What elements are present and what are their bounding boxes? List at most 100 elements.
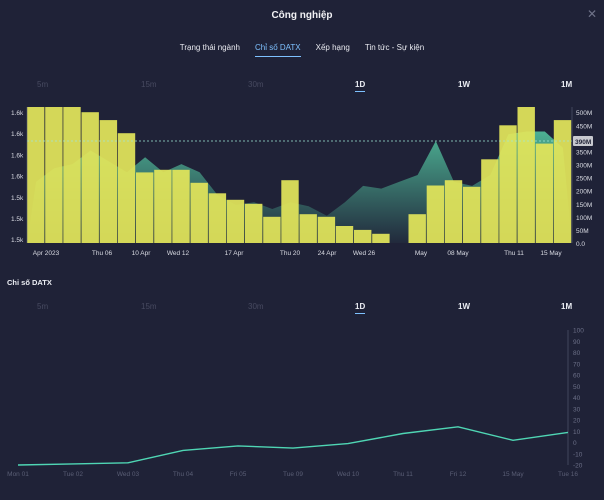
y-axis-tick: 70 [573, 361, 581, 368]
range-1d[interactable]: 1D [355, 80, 366, 92]
x-axis-tick: 17 Apr [225, 250, 245, 257]
range-1w[interactable]: 1W [458, 302, 470, 311]
right-axis-tick: 50M [576, 228, 589, 235]
volume-bar [481, 159, 499, 243]
right-axis-tick: 300M [576, 163, 592, 170]
x-axis-tick: Tue 02 [63, 471, 83, 478]
volume-bar [99, 120, 118, 243]
volume-bar [117, 133, 136, 243]
x-axis-tick: 08 May [447, 250, 469, 257]
x-axis-tick: Wed 26 [353, 250, 376, 257]
tab-trang-thai-nganh[interactable]: Trạng thái ngành [179, 43, 240, 52]
volume-bar [136, 172, 154, 243]
close-icon[interactable]: ✕ [586, 7, 598, 21]
y-axis-tick: 40 [573, 395, 581, 402]
tab-tin-tuc[interactable]: Tin tức - Sự kiện [364, 43, 425, 52]
x-axis-tick: Wed 10 [337, 471, 360, 478]
volume-bar [426, 185, 445, 243]
volume-bar [499, 125, 517, 243]
volume-bar [226, 199, 245, 243]
datx-line [17, 426, 569, 466]
x-axis-tick: Thu 20 [280, 250, 301, 257]
range-selector-bottom: 5m 15m 30m 1D 1W 1M [0, 302, 604, 314]
right-axis-tick: 350M [576, 150, 592, 157]
volume-bar [281, 180, 299, 243]
volume-bar [372, 233, 390, 243]
left-axis-tick: 1.6k [11, 131, 24, 138]
range-1m[interactable]: 1M [561, 80, 573, 89]
x-axis-tick: 15 May [502, 471, 524, 478]
volume-bar [190, 182, 208, 243]
volume-bar [553, 120, 572, 243]
x-axis-tick: Mon 01 [7, 471, 29, 478]
x-axis-tick: Wed 12 [167, 250, 190, 257]
volume-bar [263, 216, 281, 243]
volume-bar [208, 193, 227, 243]
range-selector-top: 5m 15m 30m 1D 1W 1M [0, 80, 604, 92]
y-axis-tick: 0 [573, 440, 577, 447]
x-axis-tick: Fri 12 [450, 471, 467, 478]
page-title: Công nghiệp [271, 10, 333, 21]
x-axis-tick: Wed 03 [117, 471, 140, 478]
y-axis-tick: 20 [573, 418, 581, 425]
volume-bar [245, 203, 263, 243]
x-axis-tick: Thu 04 [173, 471, 194, 478]
volume-bar [27, 107, 45, 243]
left-axis-tick: 1.6k [11, 110, 24, 117]
x-axis-tick: Thu 11 [393, 471, 413, 478]
y-axis-tick: -20 [573, 463, 583, 470]
volume-bar [463, 186, 481, 243]
range-5m[interactable]: 5m [37, 302, 49, 311]
current-value-tag [573, 136, 593, 146]
current-value-label: 390M [575, 139, 591, 146]
volume-bar [444, 180, 463, 243]
volume-bar [45, 107, 63, 243]
x-axis-tick: 10 Apr [132, 250, 152, 257]
y-axis-tick: 50 [573, 384, 581, 391]
left-axis-tick: 1.6k [11, 152, 24, 159]
x-axis-tick: Thu 11 [504, 250, 524, 257]
left-axis-tick: 1.5k [11, 216, 24, 223]
x-axis-tick: 15 May [540, 250, 562, 257]
right-axis-tick: 250M [576, 176, 592, 183]
y-axis-tick: 100 [573, 328, 584, 335]
y-axis-tick: 80 [573, 350, 581, 357]
right-axis-tick: 200M [576, 189, 592, 196]
x-axis-tick: May [415, 250, 428, 257]
range-30m[interactable]: 30m [248, 302, 264, 311]
range-5m[interactable]: 5m [37, 80, 49, 89]
y-axis-tick: -10 [573, 451, 583, 458]
right-axis-tick: 0.0 [576, 241, 585, 248]
range-1d[interactable]: 1D [355, 302, 366, 314]
volume-bar [535, 143, 554, 243]
right-axis-tick: 450M [576, 123, 592, 130]
range-1w[interactable]: 1W [458, 80, 470, 89]
range-15m[interactable]: 15m [141, 80, 157, 89]
tab-xep-hang[interactable]: Xếp hạng [315, 43, 350, 52]
left-axis-tick: 1.5k [11, 195, 24, 202]
volume-bar [354, 229, 372, 243]
x-axis-tick: 24 Apr [318, 250, 338, 257]
volume-bar [299, 214, 317, 243]
x-axis-tick: Tue 16 [558, 471, 578, 478]
volume-bar [81, 112, 99, 243]
range-15m[interactable]: 15m [141, 302, 157, 311]
volume-bar [335, 226, 354, 243]
range-1m[interactable]: 1M [561, 302, 573, 311]
volume-price-chart[interactable]: 500M450M400M350M300M250M200M150M100M50M0… [0, 95, 604, 265]
y-axis-tick: 60 [573, 373, 581, 380]
x-axis-tick: Thu 06 [92, 250, 113, 257]
tab-bar: Trạng thái ngành Chỉ số DATX Xếp hạng Ti… [0, 43, 604, 57]
right-axis-tick: 100M [576, 215, 592, 222]
volume-bar [172, 169, 190, 243]
right-axis-tick: 150M [576, 202, 592, 209]
volume-bar [63, 107, 81, 243]
volume-bar [517, 107, 535, 243]
volume-bar [408, 214, 426, 243]
range-30m[interactable]: 30m [248, 80, 264, 89]
volume-bar [317, 216, 336, 243]
tab-chi-so-datx[interactable]: Chỉ số DATX [254, 43, 301, 57]
y-axis-tick: 90 [573, 339, 581, 346]
volume-bar [154, 169, 172, 243]
